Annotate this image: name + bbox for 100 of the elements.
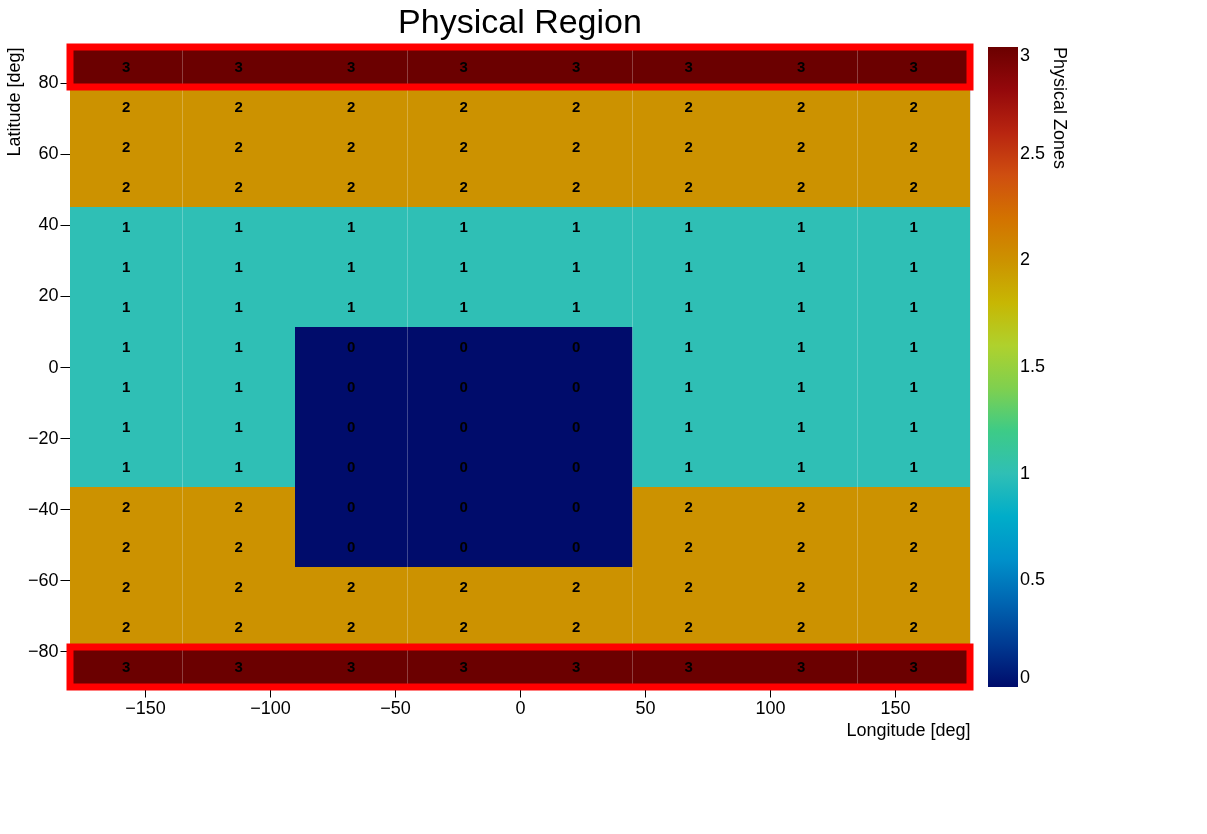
data-label: 2 (459, 98, 468, 115)
data-label: 2 (909, 138, 918, 155)
data-label: 2 (797, 138, 806, 155)
data-label: 2 (797, 178, 806, 195)
color-bar-label: 1 (1020, 462, 1031, 483)
data-label: 2 (797, 618, 806, 635)
color-bar-label: 0.5 (1020, 569, 1046, 590)
color-bar-label: 2 (1020, 249, 1031, 270)
data-label: 1 (909, 418, 918, 435)
data-label: 0 (572, 378, 581, 395)
data-label: 2 (797, 498, 806, 515)
x-tick-label: 0 (515, 697, 526, 718)
data-label: 1 (684, 258, 693, 275)
data-label: 2 (572, 618, 581, 635)
data-label: 1 (684, 218, 693, 235)
data-label: 3 (572, 58, 581, 75)
data-label: 1 (572, 258, 581, 275)
data-label: 1 (122, 418, 131, 435)
data-label: 0 (347, 418, 356, 435)
y-tick-label: 20 (38, 285, 59, 306)
data-label: 2 (459, 138, 468, 155)
data-label: 2 (909, 618, 918, 635)
data-label: 0 (347, 538, 356, 555)
data-label: 1 (909, 378, 918, 395)
data-label: 1 (122, 298, 131, 315)
data-label: 0 (459, 538, 468, 555)
data-label: 0 (572, 338, 581, 355)
data-label: 1 (797, 418, 806, 435)
x-axis-title: Longitude [deg] (846, 719, 971, 740)
data-label: 0 (347, 338, 356, 355)
data-label: 2 (684, 138, 693, 155)
data-label: 2 (234, 578, 243, 595)
data-label: 0 (459, 498, 468, 515)
x-tick-label: 100 (755, 697, 786, 718)
data-label: 1 (797, 458, 806, 475)
data-label: 1 (684, 378, 693, 395)
data-label: 3 (797, 58, 806, 75)
data-label: 1 (234, 338, 243, 355)
data-label: 0 (347, 378, 356, 395)
data-label: 1 (909, 298, 918, 315)
data-label: 2 (909, 578, 918, 595)
data-label: 2 (684, 98, 693, 115)
data-label: 0 (459, 458, 468, 475)
data-label: 2 (122, 178, 131, 195)
data-label: 2 (909, 498, 918, 515)
data-label: 2 (797, 98, 806, 115)
data-label: 1 (234, 258, 243, 275)
data-label: 2 (684, 578, 693, 595)
data-label: 0 (459, 418, 468, 435)
data-label: 1 (797, 298, 806, 315)
data-label: 3 (234, 658, 243, 675)
data-label: 1 (909, 338, 918, 355)
data-label: 0 (459, 378, 468, 395)
data-label: 1 (684, 458, 693, 475)
data-label: 3 (909, 658, 918, 675)
data-label: 0 (572, 538, 581, 555)
data-label: 1 (234, 458, 243, 475)
data-label: 2 (684, 538, 693, 555)
data-label: 2 (234, 538, 243, 555)
data-label: 3 (347, 58, 356, 75)
x-tick-label: 150 (880, 697, 911, 718)
data-label: 3 (459, 58, 468, 75)
data-label: 2 (234, 98, 243, 115)
data-label: 2 (234, 178, 243, 195)
data-label: 1 (797, 258, 806, 275)
data-label: 2 (234, 138, 243, 155)
y-tick-label: −80 (27, 640, 59, 661)
data-label: 3 (347, 658, 356, 675)
data-label: 2 (122, 578, 131, 595)
data-label: 2 (459, 578, 468, 595)
data-label: 2 (122, 498, 131, 515)
y-axis-title: Latitude [deg] (3, 47, 24, 157)
data-label: 2 (122, 138, 131, 155)
data-label: 3 (797, 658, 806, 675)
data-label: 1 (684, 298, 693, 315)
data-label: 1 (347, 258, 356, 275)
data-label: 2 (572, 98, 581, 115)
data-label: 2 (234, 618, 243, 635)
data-label: 2 (572, 178, 581, 195)
data-label: 1 (347, 298, 356, 315)
data-label: 2 (797, 578, 806, 595)
data-label: 1 (347, 218, 356, 235)
data-label: 2 (347, 578, 356, 595)
data-label: 2 (122, 98, 131, 115)
data-label: 1 (122, 458, 131, 475)
data-label: 3 (684, 58, 693, 75)
data-label: 1 (459, 298, 468, 315)
data-label: 2 (909, 538, 918, 555)
data-label: 1 (234, 218, 243, 235)
data-label: 3 (122, 658, 131, 675)
color-bar-label: 3 (1020, 45, 1031, 65)
x-tick-label: −150 (125, 697, 166, 718)
data-label: 1 (797, 218, 806, 235)
data-label: 2 (347, 138, 356, 155)
data-label: 3 (122, 58, 131, 75)
data-label: 2 (459, 178, 468, 195)
y-tick-label: −20 (27, 427, 59, 448)
data-label: 1 (909, 458, 918, 475)
data-label: 0 (572, 458, 581, 475)
y-tick-label: 80 (38, 72, 59, 93)
